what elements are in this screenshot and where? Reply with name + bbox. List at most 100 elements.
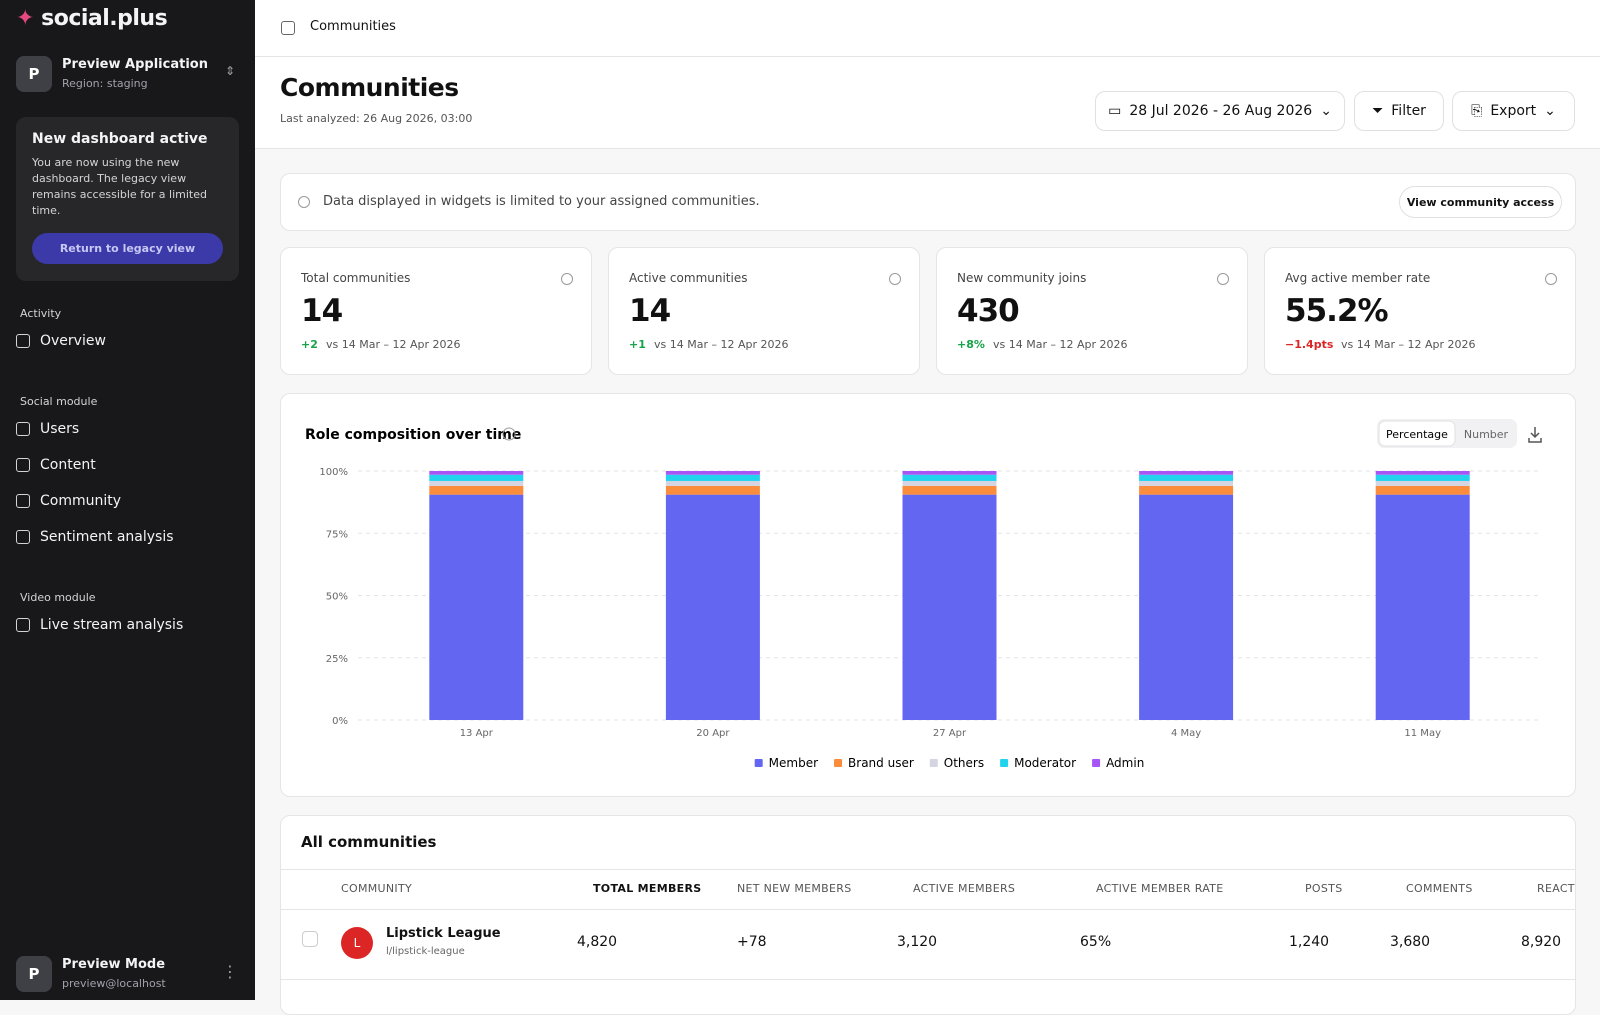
info-icon [889, 273, 901, 285]
notice-card: New dashboard active You are now using t… [16, 117, 239, 281]
nav-item[interactable]: Content [16, 457, 96, 473]
x-tick-label: 13 Apr [460, 728, 494, 739]
legend-swatch [834, 759, 843, 767]
bar-segment [1139, 474, 1234, 481]
app-name[interactable]: Preview Application [62, 57, 208, 72]
bar-segment [665, 485, 760, 495]
nav-label: Content [40, 457, 96, 473]
kpi-compare: vs 14 Mar – 12 Apr 2026 [993, 338, 1128, 351]
chart: Role composition over time Percentage Numb… [305, 419, 1542, 770]
nav-item[interactable]: Overview [16, 333, 106, 349]
access-notice: Data displayed in widgets is limited to … [280, 173, 1576, 231]
notice-text: You are now using the new dashboard. The… [32, 156, 207, 217]
row-checkbox[interactable] [302, 931, 318, 947]
legend-label: Moderator [1014, 756, 1076, 770]
column-header[interactable]: ACTIVE MEMBER RATE [1096, 882, 1224, 895]
table-title: All communities [301, 833, 437, 851]
kpi-value: 55.2% [1285, 293, 1389, 329]
column-header[interactable]: ACTIVE MEMBERS [913, 882, 1016, 895]
app-avatar[interactable]: P [16, 56, 52, 92]
kpi-card: Active communities 14 +1 vs 14 Mar – 12 Apr… [608, 247, 920, 375]
table-cell: 4,820 [577, 934, 618, 950]
community-handle: l/lipstick-league [386, 946, 465, 957]
bar-segment [1375, 471, 1470, 475]
bar-segment [902, 474, 997, 481]
info-icon [561, 273, 573, 285]
x-tick-label: 11 May [1404, 728, 1441, 739]
toggle-option[interactable]: Number [1464, 428, 1509, 441]
filter-button[interactable]: ⏷ Filter [1354, 91, 1444, 131]
legend-swatch [1000, 759, 1009, 767]
header: Communities Communities Last analyzed: 2… [255, 0, 1600, 149]
y-tick-label: 0% [332, 716, 348, 727]
bar-segment [665, 494, 760, 720]
kpi-label: New community joins [957, 271, 1087, 285]
brand-name: social.plus [41, 6, 168, 31]
toggle-active [1378, 420, 1456, 447]
column-header[interactable]: POSTS [1305, 882, 1343, 895]
column-header[interactable]: COMMENTS [1406, 882, 1473, 895]
bar-segment [1139, 485, 1234, 495]
user-name: Preview Mode [62, 957, 166, 972]
bar-segment [1139, 494, 1234, 720]
kpi-label: Total communities [301, 271, 411, 285]
export-button[interactable]: ⎘ Export ⌄ [1452, 91, 1575, 131]
kpi-label: Active communities [629, 271, 748, 285]
y-tick-label: 25% [326, 654, 348, 665]
app-switch[interactable]: ⇕ [225, 64, 236, 78]
chart-title: Role composition over time [305, 427, 521, 443]
access-button[interactable]: View community access [1399, 186, 1562, 218]
legend-label: Brand user [848, 756, 914, 770]
y-tick-label: 75% [326, 529, 348, 540]
bar-segment [902, 494, 997, 720]
notice-title: New dashboard active [32, 131, 208, 147]
kpi-card: Avg active member rate 55.2% −1.4pts vs 14 … [1264, 247, 1576, 375]
table-cell: 8,920 [1521, 934, 1562, 950]
community-name[interactable]: Lipstick League [386, 926, 501, 941]
nav-item[interactable]: Live stream analysis [16, 617, 183, 633]
nav-icon [16, 422, 30, 436]
column-header[interactable]: NET NEW MEMBERS [737, 882, 852, 895]
download-icon[interactable] [1528, 427, 1542, 443]
kpi-compare: vs 14 Mar – 12 Apr 2026 [654, 338, 789, 351]
info-icon [502, 427, 516, 441]
column-header[interactable]: REACTIONS [1537, 882, 1575, 895]
column-header[interactable]: TOTAL MEMBERS [593, 882, 702, 895]
bar-segment [665, 480, 760, 486]
nav-icon [16, 334, 30, 348]
bar-segment [1375, 480, 1470, 486]
bar-segment [902, 471, 997, 475]
export-label: Export [1490, 103, 1537, 119]
bar-segment [1139, 471, 1234, 475]
user-menu[interactable]: ⋮ [222, 962, 238, 981]
page-subtitle: Last analyzed: 26 Aug 2026, 03:00 [280, 112, 473, 125]
kpi-delta: −1.4pts [1285, 338, 1334, 351]
kpi-value: 430 [957, 293, 1020, 329]
user-avatar: P [16, 956, 52, 992]
x-tick-label: 20 Apr [696, 728, 730, 739]
info-icon [1545, 273, 1557, 285]
table-cell: 1,240 [1289, 934, 1330, 950]
table-cell: 65% [1080, 934, 1112, 950]
kpi-label: Avg active member rate [1285, 271, 1431, 285]
bar-segment [429, 474, 524, 481]
y-tick-label: 100% [319, 467, 348, 478]
bar-segment [1375, 474, 1470, 481]
nav-item[interactable]: Community [16, 493, 121, 509]
legacy-button[interactable]: Return to legacy view [32, 233, 223, 264]
app-region: Region: staging [62, 77, 148, 90]
sidebar: ✦ social.plus P Preview Application Regi… [0, 0, 255, 1000]
table-cell: +78 [737, 934, 767, 950]
kpi-value: 14 [301, 293, 343, 329]
date-picker[interactable]: ▭ 28 Jul 2026 - 26 Aug 2026 ⌄ [1095, 91, 1345, 131]
kpi-value: 14 [629, 293, 671, 329]
toggle-option[interactable]: Percentage [1386, 428, 1448, 441]
nav-item[interactable]: Sentiment analysis [16, 529, 174, 545]
calendar-icon: ▭ [1108, 103, 1122, 119]
sidebar-toggle[interactable] [281, 21, 295, 35]
nav-item[interactable]: Users [16, 421, 79, 437]
bar-segment [902, 485, 997, 495]
bar-segment [1139, 480, 1234, 486]
table-cell: 3,120 [897, 934, 938, 950]
x-tick-label: 4 May [1171, 728, 1201, 739]
